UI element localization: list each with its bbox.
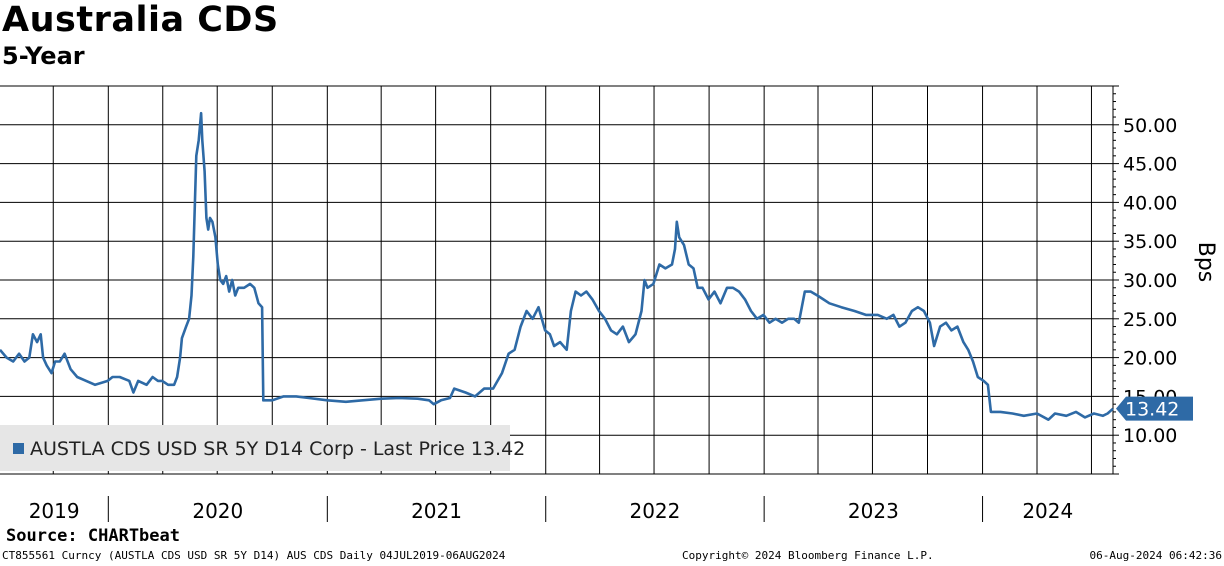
source-note: Source: CHARTbeat bbox=[6, 526, 180, 546]
y-tick-label: 45.00 bbox=[1123, 154, 1177, 176]
footer-ticker-info: CT855561 Curncy (AUSTLA CDS USD SR 5Y D1… bbox=[2, 549, 506, 562]
x-year-label: 2023 bbox=[848, 499, 899, 523]
y-tick-label: 10.00 bbox=[1123, 425, 1177, 447]
y-tick-label: 30.00 bbox=[1123, 270, 1177, 292]
price-line bbox=[0, 111, 1114, 422]
y-tick-label: 20.00 bbox=[1123, 348, 1177, 370]
label-layer: 10.0015.0020.0025.0030.0035.0040.0045.00… bbox=[29, 115, 1218, 523]
last-value-label: 13.42 bbox=[1125, 399, 1179, 421]
chart-subtitle: 5-Year bbox=[2, 42, 85, 70]
grid-layer bbox=[0, 86, 1113, 474]
legend-box bbox=[0, 425, 510, 471]
x-year-label: 2024 bbox=[1022, 499, 1073, 523]
footer-copyright: Copyright© 2024 Bloomberg Finance L.P. bbox=[682, 549, 934, 562]
y-tick-label: 35.00 bbox=[1123, 231, 1177, 253]
series-layer bbox=[0, 111, 1114, 422]
chart-title: Australia CDS bbox=[2, 0, 279, 40]
y-axis-label: Bps bbox=[1193, 242, 1218, 283]
x-year-label: 2022 bbox=[629, 499, 680, 523]
y-tick-label: 50.00 bbox=[1123, 115, 1177, 137]
x-year-label: 2020 bbox=[192, 499, 243, 523]
footer-timestamp: 06-Aug-2024 06:42:36 bbox=[1089, 549, 1222, 562]
last-value-tag bbox=[1116, 396, 1193, 421]
y-tick-label: 25.00 bbox=[1123, 309, 1177, 331]
legend-swatch bbox=[13, 443, 24, 454]
y-tick-label: 40.00 bbox=[1123, 192, 1177, 214]
legend-label: AUSTLA CDS USD SR 5Y D14 Corp - Last Pri… bbox=[30, 438, 525, 460]
legend: AUSTLA CDS USD SR 5Y D14 Corp - Last Pri… bbox=[0, 425, 525, 471]
x-year-label: 2021 bbox=[411, 499, 462, 523]
x-year-label: 2019 bbox=[29, 499, 80, 523]
